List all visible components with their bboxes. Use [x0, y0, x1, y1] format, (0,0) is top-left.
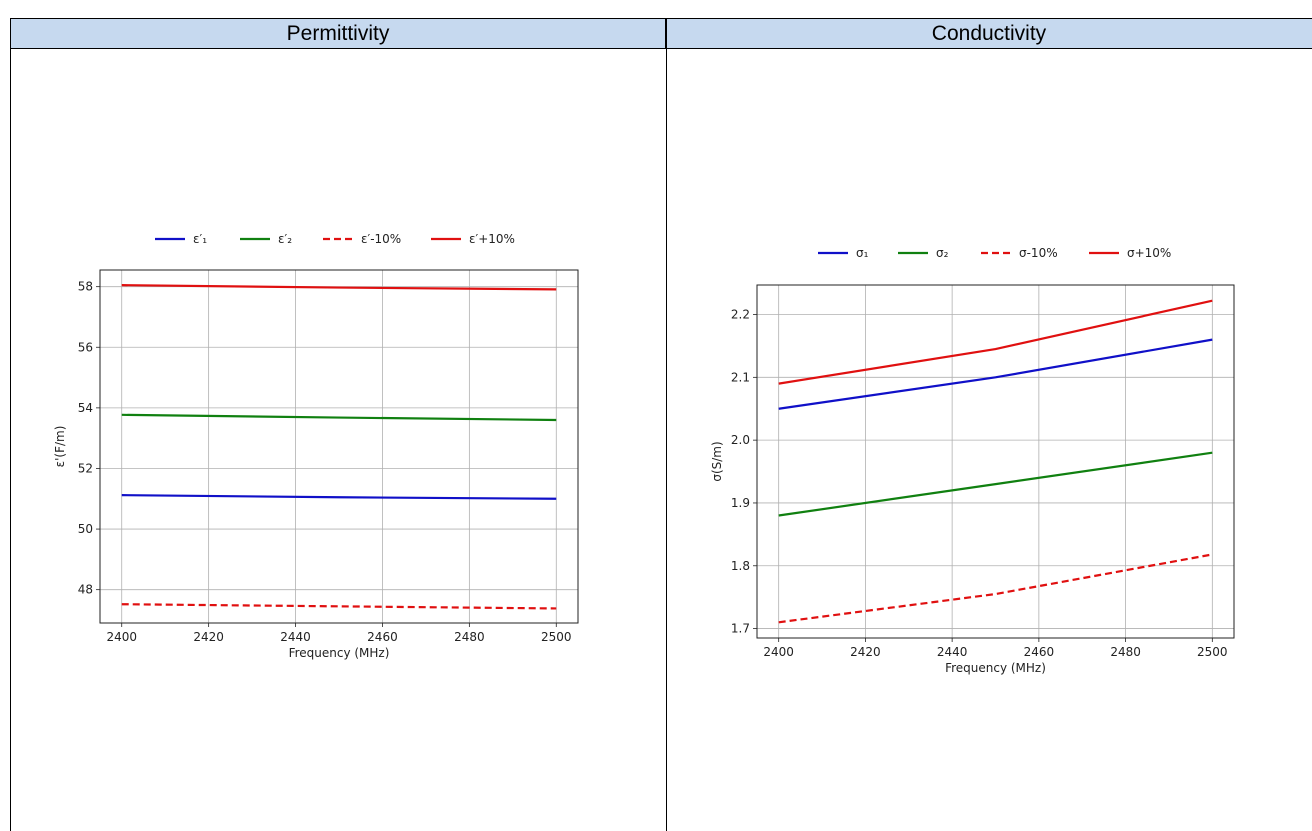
permittivity-header: Permittivity: [10, 18, 666, 49]
y-tick-label: 48: [78, 583, 93, 597]
table-border-middle: [666, 18, 667, 831]
table-border-left: [10, 18, 11, 831]
y-tick-label: 2.0: [731, 433, 750, 447]
x-tick-label: 2420: [850, 645, 881, 659]
legend-label-1: σ₂: [936, 246, 949, 260]
plot-area-frame: [756, 284, 1235, 639]
x-tick-label: 2500: [541, 630, 572, 644]
y-tick-label: 54: [78, 401, 93, 415]
x-tick-label: 2420: [193, 630, 224, 644]
x-tick-label: 2440: [937, 645, 968, 659]
series-line-3: [778, 299, 1213, 385]
x-tick-label: 2440: [280, 630, 311, 644]
x-tick-label: 2460: [367, 630, 398, 644]
y-tick-label: 50: [78, 522, 93, 536]
conductivity-header: Conductivity: [666, 18, 1312, 49]
y-tick-label: 58: [78, 280, 93, 294]
series-line-2: [778, 553, 1213, 624]
y-tick-label: 1.7: [731, 622, 750, 636]
y-axis-label: σ(S/m): [710, 441, 724, 481]
legend-label-3: ε′+10%: [469, 232, 515, 246]
x-tick-label: 2400: [106, 630, 137, 644]
x-axis-label: Frequency (MHz): [289, 646, 390, 660]
legend-label-2: ε′-10%: [361, 232, 401, 246]
x-axis-label: Frequency (MHz): [945, 661, 1046, 675]
x-tick-label: 2400: [763, 645, 794, 659]
series-line-0: [778, 338, 1213, 410]
y-tick-label: 56: [78, 340, 93, 354]
legend-label-1: ε′₂: [278, 232, 292, 246]
y-tick-label: 2.1: [731, 370, 750, 384]
legend-label-3: σ+10%: [1127, 246, 1171, 260]
y-axis-label: ε'(F/m): [53, 426, 67, 468]
y-tick-label: 1.9: [731, 496, 750, 510]
series-line-1: [778, 451, 1213, 517]
legend-label-2: σ-10%: [1019, 246, 1058, 260]
legend-label-0: σ₁: [856, 246, 869, 260]
x-tick-label: 2480: [1110, 645, 1141, 659]
x-tick-label: 2480: [454, 630, 485, 644]
y-tick-label: 2.2: [731, 308, 750, 322]
x-tick-label: 2500: [1197, 645, 1228, 659]
series-line-1: [121, 413, 557, 422]
y-tick-label: 1.8: [731, 559, 750, 573]
x-tick-label: 2460: [1024, 645, 1055, 659]
plot-area-frame: [99, 269, 579, 624]
y-tick-label: 52: [78, 461, 93, 475]
comparison-table: Permittivity Conductivity: [10, 18, 1312, 831]
series-line-3: [121, 284, 557, 291]
series-line-2: [121, 603, 557, 610]
series-line-0: [121, 494, 557, 500]
legend-label-0: ε′₁: [193, 232, 207, 246]
